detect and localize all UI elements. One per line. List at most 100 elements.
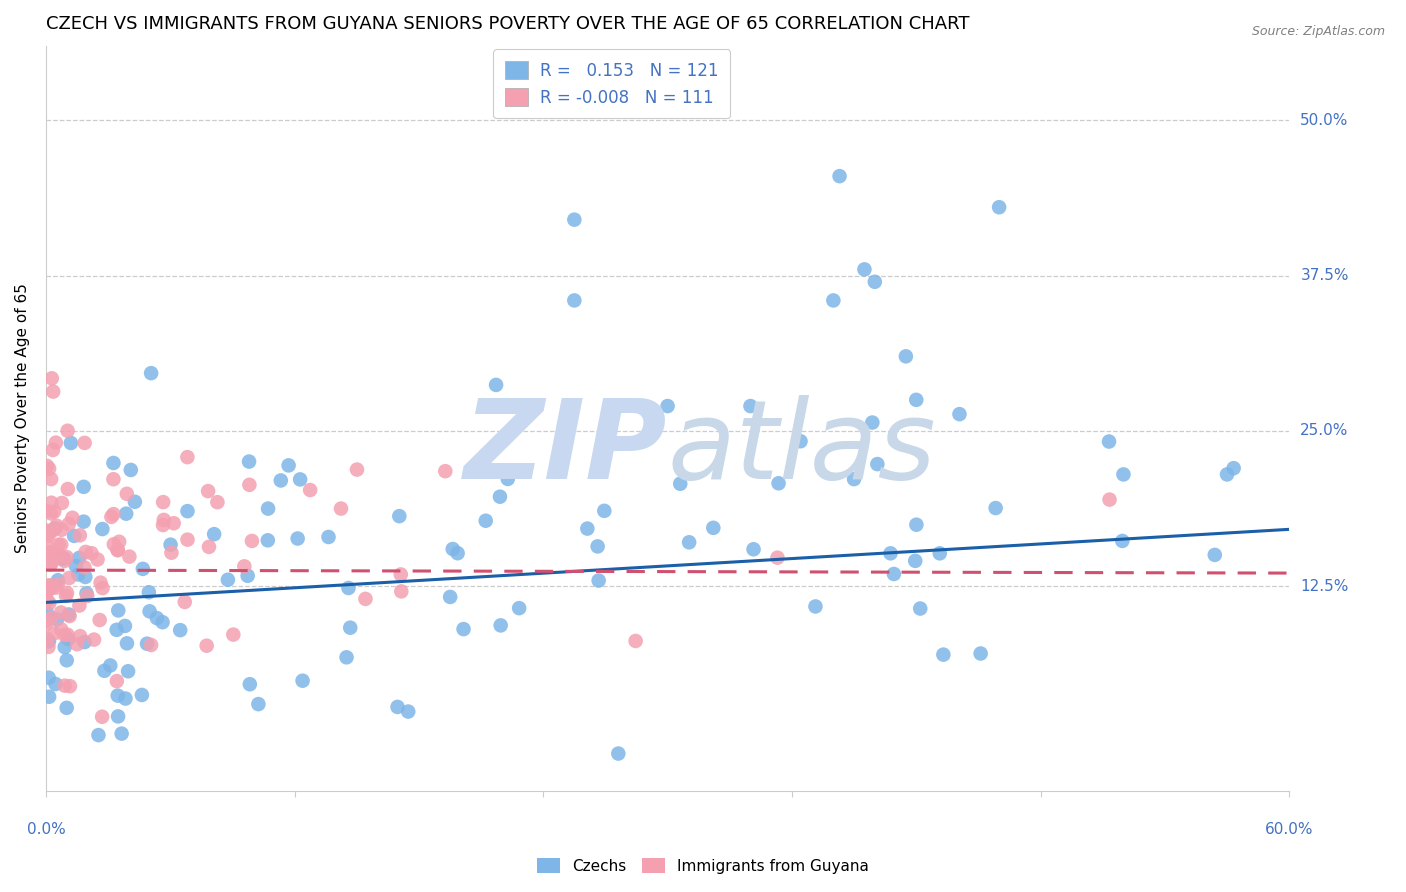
Point (984, 501, 1007, 516)
Point (42, 442, 65, 457)
Point (44, 521, 66, 535)
Point (56, 628, 79, 642)
Point (337, 581, 360, 595)
Point (75, 570, 97, 584)
Point (198, 540, 221, 554)
Point (256, 533, 278, 548)
Point (238, 478, 260, 492)
Point (38, 596, 60, 610)
Point (152, 518, 174, 533)
Point (35, 546, 58, 560)
Point (138, 604, 160, 618)
Point (197, 484, 219, 499)
Point (55, 653, 77, 667)
Point (287, 532, 309, 546)
Point (35, 524, 58, 538)
Point (389, 584, 412, 599)
Point (238, 454, 260, 468)
Point (115, 487, 138, 501)
Point (51, 623, 73, 637)
Text: CZECH VS IMMIGRANTS FROM GUYANA SENIORS POVERTY OVER THE AGE OF 65 CORRELATION C: CZECH VS IMMIGRANTS FROM GUYANA SENIORS … (46, 15, 970, 33)
Point (107, 543, 129, 558)
Point (103, 537, 125, 551)
Text: 25.0%: 25.0% (1301, 424, 1348, 438)
Point (51, 523, 73, 537)
Point (441, 542, 464, 557)
Point (62, 510, 84, 524)
Point (879, 546, 901, 560)
Point (69, 528, 91, 542)
Point (35, 606, 58, 620)
Point (508, 601, 530, 615)
Point (247, 697, 270, 711)
Point (439, 590, 461, 604)
Point (120, 463, 142, 477)
Point (270, 474, 292, 488)
Point (387, 700, 409, 714)
Legend: R =   0.153   N = 121, R = -0.008   N = 111: R = 0.153 N = 121, R = -0.008 N = 111 (494, 49, 730, 119)
Point (163, 516, 186, 531)
Point (58, 607, 80, 622)
Point (740, 399, 762, 413)
Point (107, 709, 129, 723)
Point (222, 627, 245, 641)
Point (100, 509, 122, 524)
Point (863, 275, 886, 289)
Point (105, 674, 128, 689)
Point (103, 472, 125, 486)
Point (44, 505, 66, 519)
Point (75, 545, 97, 559)
Point (46, 574, 69, 588)
Point (37, 582, 59, 597)
Point (124, 495, 146, 509)
Point (37, 593, 59, 607)
Y-axis label: Seniors Poverty Over the Age of 65: Seniors Poverty Over the Age of 65 (15, 284, 30, 553)
Point (51, 496, 73, 510)
Point (107, 603, 129, 617)
Point (136, 637, 159, 651)
Point (53, 640, 76, 654)
Point (56, 586, 79, 600)
Point (489, 490, 512, 504)
Point (928, 546, 950, 560)
Point (67, 567, 90, 582)
Point (804, 599, 827, 614)
Point (388, 509, 411, 524)
Point (55, 550, 77, 565)
Point (607, 747, 630, 761)
Point (69, 629, 91, 643)
Point (702, 521, 724, 535)
Point (39, 507, 62, 521)
Point (63, 529, 86, 543)
Point (41, 496, 63, 510)
Point (346, 462, 368, 476)
Point (132, 562, 155, 576)
Point (39, 579, 62, 593)
Point (233, 559, 256, 574)
Point (93, 664, 115, 678)
Point (474, 514, 496, 528)
Point (103, 456, 125, 470)
Point (66, 637, 89, 651)
Point (59, 436, 82, 450)
Point (434, 464, 457, 478)
Point (159, 538, 181, 552)
Point (1204, 548, 1226, 562)
Point (87, 728, 110, 742)
Point (152, 495, 174, 509)
Point (1098, 434, 1121, 449)
Point (73, 635, 96, 649)
Point (905, 517, 928, 532)
Point (153, 513, 176, 527)
Point (53, 628, 76, 642)
Point (55, 701, 77, 715)
Point (49, 606, 72, 620)
Text: 50.0%: 50.0% (1301, 112, 1348, 128)
Point (485, 378, 508, 392)
Point (496, 472, 519, 486)
Point (146, 611, 169, 625)
Point (860, 416, 883, 430)
Point (823, 293, 845, 308)
Point (139, 366, 162, 380)
Point (389, 567, 412, 582)
